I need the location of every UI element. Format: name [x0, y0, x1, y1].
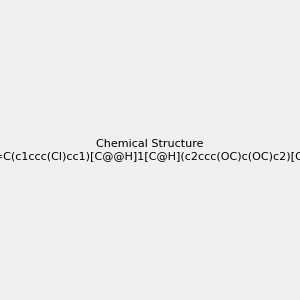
Text: Chemical Structure
O=C(c1ccc(Cl)cc1)[C@@H]1[C@H](c2ccc(OC)c(OC)c2)[C@: Chemical Structure O=C(c1ccc(Cl)cc1)[C@@… — [0, 139, 300, 161]
